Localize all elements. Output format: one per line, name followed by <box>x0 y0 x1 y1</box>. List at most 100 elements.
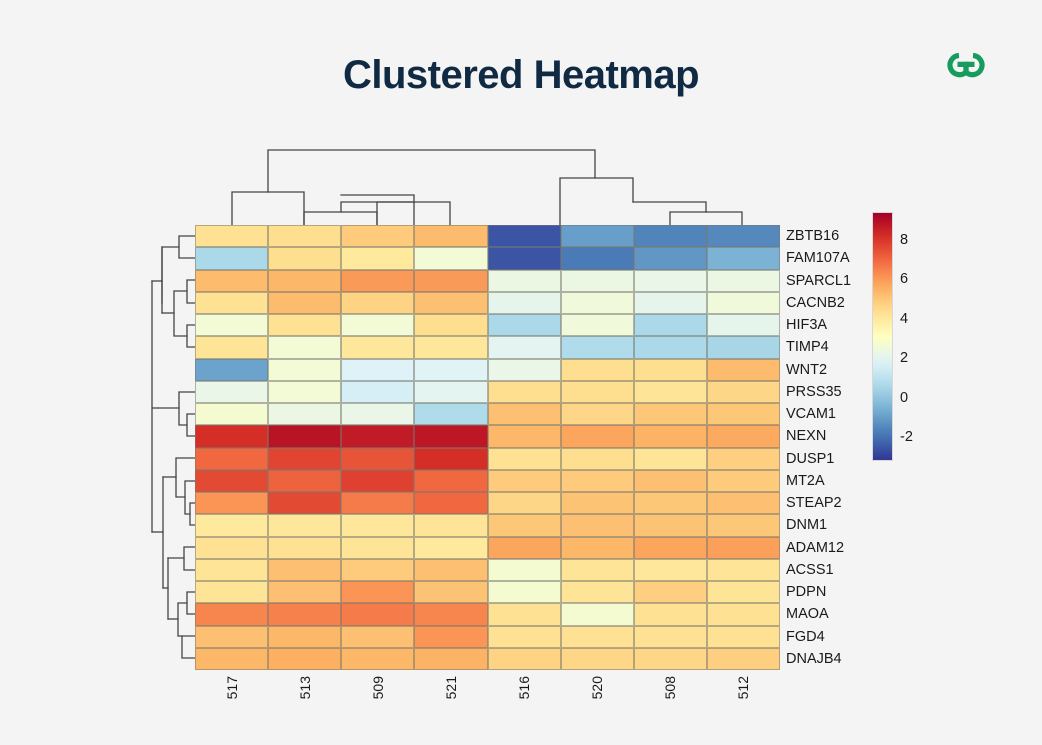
heatmap-cell[interactable] <box>560 492 634 515</box>
heatmap-cell[interactable] <box>633 425 707 448</box>
heatmap-cell[interactable] <box>268 603 342 626</box>
heatmap-cell[interactable] <box>633 469 707 492</box>
heatmap-cell[interactable] <box>560 403 634 426</box>
heatmap-cell[interactable] <box>633 536 707 559</box>
heatmap-cell[interactable] <box>706 291 780 314</box>
heatmap-cell[interactable] <box>487 247 561 270</box>
heatmap-cell[interactable] <box>414 336 488 359</box>
heatmap-cell[interactable] <box>341 425 415 448</box>
heatmap-cell[interactable] <box>195 403 269 426</box>
heatmap-cell[interactable] <box>195 492 269 515</box>
heatmap-cell[interactable] <box>268 358 342 381</box>
heatmap-cell[interactable] <box>487 269 561 292</box>
heatmap-cell[interactable] <box>195 581 269 604</box>
heatmap-cell[interactable] <box>341 358 415 381</box>
heatmap-cell[interactable] <box>633 380 707 403</box>
heatmap-cell[interactable] <box>633 314 707 337</box>
heatmap-cell[interactable] <box>268 425 342 448</box>
heatmap-cell[interactable] <box>341 469 415 492</box>
heatmap-cell[interactable] <box>633 581 707 604</box>
heatmap-cell[interactable] <box>195 558 269 581</box>
heatmap-cell[interactable] <box>341 225 415 248</box>
heatmap-cell[interactable] <box>560 514 634 537</box>
heatmap-cell[interactable] <box>560 647 634 670</box>
heatmap-cell[interactable] <box>268 380 342 403</box>
heatmap-cell[interactable] <box>487 536 561 559</box>
heatmap-cell[interactable] <box>341 269 415 292</box>
heatmap-cell[interactable] <box>487 291 561 314</box>
heatmap-cell[interactable] <box>341 336 415 359</box>
heatmap-cell[interactable] <box>268 336 342 359</box>
heatmap-cell[interactable] <box>195 336 269 359</box>
heatmap-cell[interactable] <box>560 536 634 559</box>
heatmap-cell[interactable] <box>268 625 342 648</box>
heatmap-cell[interactable] <box>560 225 634 248</box>
heatmap-cell[interactable] <box>268 225 342 248</box>
heatmap-cell[interactable] <box>414 469 488 492</box>
heatmap-cell[interactable] <box>706 380 780 403</box>
heatmap-cell[interactable] <box>487 358 561 381</box>
heatmap-cell[interactable] <box>195 291 269 314</box>
heatmap-cell[interactable] <box>195 225 269 248</box>
heatmap-cell[interactable] <box>706 603 780 626</box>
heatmap-cell[interactable] <box>560 425 634 448</box>
heatmap-cell[interactable] <box>633 558 707 581</box>
heatmap-cell[interactable] <box>633 225 707 248</box>
heatmap-cell[interactable] <box>706 425 780 448</box>
heatmap-cell[interactable] <box>195 469 269 492</box>
heatmap-cell[interactable] <box>341 291 415 314</box>
heatmap-cell[interactable] <box>487 647 561 670</box>
heatmap-cell[interactable] <box>487 625 561 648</box>
heatmap-cell[interactable] <box>268 447 342 470</box>
heatmap-cell[interactable] <box>560 380 634 403</box>
heatmap-cell[interactable] <box>341 536 415 559</box>
heatmap-cell[interactable] <box>268 314 342 337</box>
heatmap-cell[interactable] <box>341 647 415 670</box>
heatmap-cell[interactable] <box>560 291 634 314</box>
heatmap-cell[interactable] <box>633 336 707 359</box>
heatmap-cell[interactable] <box>195 647 269 670</box>
heatmap-cell[interactable] <box>706 358 780 381</box>
heatmap-cell[interactable] <box>487 558 561 581</box>
heatmap-cell[interactable] <box>268 558 342 581</box>
heatmap-cell[interactable] <box>706 492 780 515</box>
heatmap-cell[interactable] <box>414 314 488 337</box>
heatmap-cell[interactable] <box>633 625 707 648</box>
heatmap-cell[interactable] <box>633 247 707 270</box>
heatmap-cell[interactable] <box>633 403 707 426</box>
heatmap-cell[interactable] <box>706 447 780 470</box>
heatmap-cell[interactable] <box>195 380 269 403</box>
heatmap-cell[interactable] <box>195 358 269 381</box>
heatmap-cell[interactable] <box>414 358 488 381</box>
heatmap-cell[interactable] <box>414 447 488 470</box>
heatmap-cell[interactable] <box>706 558 780 581</box>
heatmap-cell[interactable] <box>487 492 561 515</box>
heatmap-cell[interactable] <box>195 514 269 537</box>
heatmap-cell[interactable] <box>487 336 561 359</box>
heatmap-cell[interactable] <box>706 247 780 270</box>
heatmap-cell[interactable] <box>487 581 561 604</box>
heatmap-cell[interactable] <box>487 225 561 248</box>
heatmap-cell[interactable] <box>706 514 780 537</box>
heatmap-cell[interactable] <box>706 581 780 604</box>
heatmap-cell[interactable] <box>414 558 488 581</box>
heatmap-cell[interactable] <box>560 625 634 648</box>
heatmap-cell[interactable] <box>195 314 269 337</box>
heatmap-cell[interactable] <box>414 581 488 604</box>
heatmap-cell[interactable] <box>706 269 780 292</box>
heatmap-cell[interactable] <box>268 647 342 670</box>
heatmap-cell[interactable] <box>268 469 342 492</box>
heatmap-cell[interactable] <box>195 536 269 559</box>
heatmap-cell[interactable] <box>633 492 707 515</box>
heatmap-cell[interactable] <box>268 403 342 426</box>
heatmap-cell[interactable] <box>414 403 488 426</box>
heatmap-cell[interactable] <box>341 558 415 581</box>
heatmap-cell[interactable] <box>341 625 415 648</box>
heatmap-cell[interactable] <box>560 269 634 292</box>
heatmap-cell[interactable] <box>268 514 342 537</box>
heatmap-cell[interactable] <box>341 247 415 270</box>
heatmap-cell[interactable] <box>341 514 415 537</box>
heatmap-cell[interactable] <box>487 425 561 448</box>
heatmap-cell[interactable] <box>195 425 269 448</box>
heatmap-cell[interactable] <box>706 403 780 426</box>
